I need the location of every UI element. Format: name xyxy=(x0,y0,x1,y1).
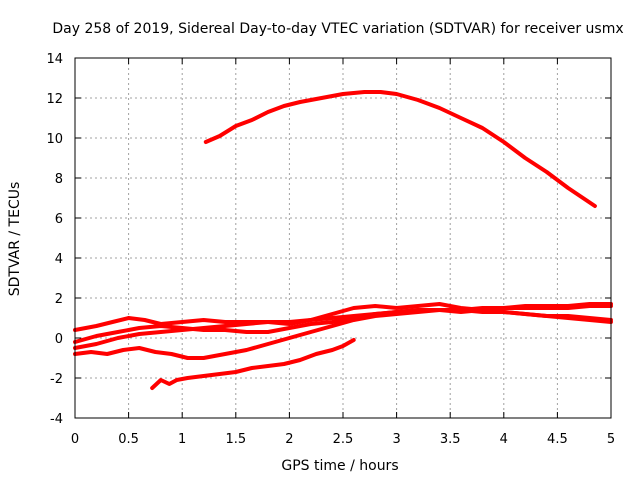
x-tick-label: 4 xyxy=(500,432,508,447)
series-line-1 xyxy=(203,90,597,208)
ticks xyxy=(74,57,612,419)
x-tick-label: 2 xyxy=(285,432,293,447)
y-tick-label: -4 xyxy=(50,412,63,427)
series-line-4 xyxy=(73,304,613,350)
y-tick-label: 2 xyxy=(55,292,63,307)
y-tick-label: 8 xyxy=(55,172,63,187)
x-axis-label: GPS time / hours xyxy=(281,458,398,474)
x-tick-label: 2.5 xyxy=(333,432,354,447)
series-line-6 xyxy=(150,338,356,390)
x-tick-label: 3.5 xyxy=(440,432,461,447)
series-line-5 xyxy=(73,308,613,360)
y-tick-label: 6 xyxy=(55,212,63,227)
chart-title: Day 258 of 2019, Sidereal Day-to-day VTE… xyxy=(52,21,623,37)
y-tick-label: 14 xyxy=(46,52,63,67)
y-axis-label: SDTVAR / TECUs xyxy=(7,182,23,297)
x-tick-label: 4.5 xyxy=(547,432,568,447)
y-tick-label: 12 xyxy=(46,92,63,107)
y-tick-label: 10 xyxy=(46,132,63,147)
y-tick-label: 0 xyxy=(55,332,63,347)
series-layer xyxy=(73,90,613,390)
y-tick-label: -2 xyxy=(50,372,63,387)
x-tick-label: 5 xyxy=(607,432,615,447)
x-tick-label: 0 xyxy=(71,432,79,447)
x-tick-label: 0.5 xyxy=(118,432,139,447)
x-tick-label: 1.5 xyxy=(225,432,246,447)
x-tick-label: 1 xyxy=(178,432,186,447)
y-tick-label: 4 xyxy=(55,252,63,267)
grid xyxy=(75,58,611,418)
x-tick-label: 3 xyxy=(392,432,400,447)
tick-labels: 0 0.5 1 1.5 2 2.5 3 3.5 4 4.5 5 -4 -2 0 2 4 6 8 10 12 14 xyxy=(46,52,615,447)
